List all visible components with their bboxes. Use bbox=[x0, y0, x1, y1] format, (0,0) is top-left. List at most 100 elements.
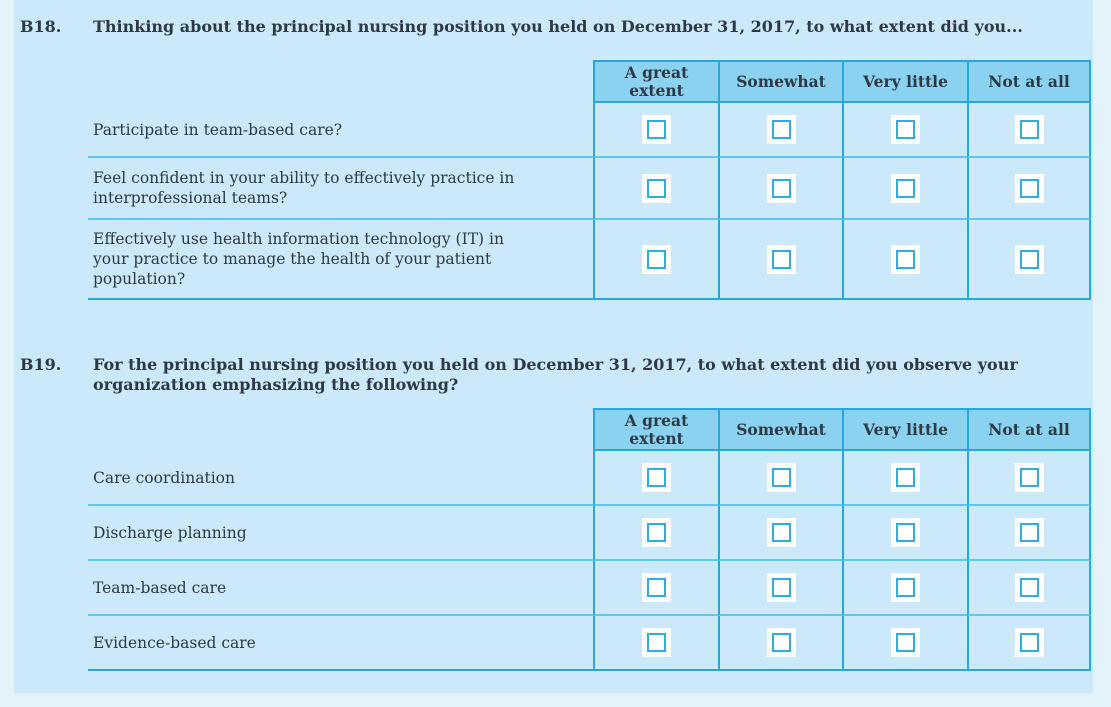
checkbox-square-icon bbox=[1019, 249, 1039, 269]
checkbox-b19-r4-c2[interactable] bbox=[766, 628, 796, 657]
b18-r3-c2-cell bbox=[718, 220, 842, 300]
checkbox-b18-r3-c4[interactable] bbox=[1014, 244, 1044, 274]
b19-r2-c4-cell bbox=[967, 506, 1091, 561]
b18-r3-c1-cell bbox=[593, 220, 718, 300]
checkbox-square-icon bbox=[647, 249, 666, 269]
b18-r1-c3-cell bbox=[842, 103, 967, 158]
checkbox-b18-r2-c2[interactable] bbox=[766, 173, 796, 203]
checkbox-square-icon bbox=[647, 178, 666, 198]
table-row: Effectively use health information techn… bbox=[88, 220, 1091, 300]
b19-r3-c1-cell bbox=[593, 561, 718, 616]
b19-r1-c2-cell bbox=[718, 451, 842, 506]
question-b19-number: B19. bbox=[20, 355, 62, 374]
checkbox-b19-r2-c2[interactable] bbox=[766, 518, 796, 547]
survey-page-panel: B18. Thinking about the principal nursin… bbox=[14, 0, 1093, 693]
b18-r3-c4-cell bbox=[967, 220, 1091, 300]
checkbox-square-icon bbox=[1019, 120, 1039, 139]
b19-r2-c3-cell bbox=[842, 506, 967, 561]
b18-r1-c1-cell bbox=[593, 103, 718, 158]
checkbox-b19-r3-c4[interactable] bbox=[1014, 573, 1044, 602]
b19-r4-c1-cell bbox=[593, 616, 718, 671]
checkbox-b18-r3-c1[interactable] bbox=[642, 244, 671, 274]
question-b18: B18. Thinking about the principal nursin… bbox=[14, 0, 1093, 300]
checkbox-b19-r2-c3[interactable] bbox=[891, 518, 920, 547]
checkbox-square-icon bbox=[896, 523, 915, 542]
checkbox-square-icon bbox=[771, 633, 791, 652]
checkbox-b19-r3-c2[interactable] bbox=[766, 573, 796, 602]
checkbox-b19-r1-c2[interactable] bbox=[766, 463, 796, 492]
checkbox-square-icon bbox=[647, 633, 666, 652]
b19-column-header-very-little: Very little bbox=[842, 408, 967, 451]
checkbox-b18-r1-c2[interactable] bbox=[766, 115, 796, 144]
b19-column-header-somewhat: Somewhat bbox=[718, 408, 842, 451]
checkbox-b18-r1-c1[interactable] bbox=[642, 115, 671, 144]
checkbox-b19-r3-c1[interactable] bbox=[642, 573, 671, 602]
checkbox-square-icon bbox=[647, 578, 666, 597]
checkbox-b19-r4-c1[interactable] bbox=[642, 628, 671, 657]
b18-column-header-a-great-extent: A great extent bbox=[593, 60, 718, 103]
b18-r1-c2-cell bbox=[718, 103, 842, 158]
table-row: Feel confident in your ability to effect… bbox=[88, 158, 1091, 220]
b19-row-label: Team-based care bbox=[88, 561, 593, 616]
checkbox-b18-r1-c3[interactable] bbox=[891, 115, 920, 144]
checkbox-square-icon bbox=[647, 120, 666, 139]
checkbox-square-icon bbox=[771, 578, 791, 597]
checkbox-b19-r1-c1[interactable] bbox=[642, 463, 671, 492]
b18-header-row: A great extent Somewhat Very little Not … bbox=[88, 60, 1091, 103]
column-header-label: Somewhat bbox=[736, 419, 826, 439]
checkbox-square-icon bbox=[771, 178, 791, 198]
checkbox-square-icon bbox=[896, 178, 915, 198]
b18-r2-c3-cell bbox=[842, 158, 967, 220]
checkbox-b18-r3-c3[interactable] bbox=[891, 244, 920, 274]
column-header-label: A great extent bbox=[624, 410, 689, 448]
checkbox-b18-r2-c3[interactable] bbox=[891, 173, 920, 203]
checkbox-b19-r1-c4[interactable] bbox=[1014, 463, 1044, 492]
checkbox-b18-r3-c2[interactable] bbox=[766, 244, 796, 274]
b18-r2-c1-cell bbox=[593, 158, 718, 220]
question-b19-heading: B19. For the principal nursing position … bbox=[14, 355, 1093, 395]
table-row: Participate in team-based care? bbox=[88, 103, 1091, 158]
checkbox-b19-r4-c3[interactable] bbox=[891, 628, 920, 657]
checkbox-b19-r2-c4[interactable] bbox=[1014, 518, 1044, 547]
b19-r1-c1-cell bbox=[593, 451, 718, 506]
b19-r1-c4-cell bbox=[967, 451, 1091, 506]
b19-r4-c3-cell bbox=[842, 616, 967, 671]
checkbox-square-icon bbox=[771, 468, 791, 487]
b19-r4-c4-cell bbox=[967, 616, 1091, 671]
b19-r3-c2-cell bbox=[718, 561, 842, 616]
checkbox-square-icon bbox=[771, 523, 791, 542]
checkbox-b19-r1-c3[interactable] bbox=[891, 463, 920, 492]
checkbox-square-icon bbox=[1019, 468, 1039, 487]
checkbox-square-icon bbox=[1019, 578, 1039, 597]
b19-r3-c3-cell bbox=[842, 561, 967, 616]
checkbox-b18-r2-c4[interactable] bbox=[1014, 173, 1044, 203]
checkbox-b18-r2-c1[interactable] bbox=[642, 173, 671, 203]
checkbox-square-icon bbox=[896, 468, 915, 487]
checkbox-b19-r4-c4[interactable] bbox=[1014, 628, 1044, 657]
b19-r2-c1-cell bbox=[593, 506, 718, 561]
question-b18-heading: B18. Thinking about the principal nursin… bbox=[14, 17, 1093, 37]
b19-row-label: Evidence-based care bbox=[88, 616, 593, 671]
b18-column-header-somewhat: Somewhat bbox=[718, 60, 842, 103]
b19-header-row: A great extent Somewhat Very little Not … bbox=[88, 408, 1091, 451]
checkbox-square-icon bbox=[1019, 633, 1039, 652]
b19-row-label: Discharge planning bbox=[88, 506, 593, 561]
column-header-label: Not at all bbox=[988, 419, 1070, 439]
table-row: Team-based care bbox=[88, 561, 1091, 616]
checkbox-b19-r3-c3[interactable] bbox=[891, 573, 920, 602]
b18-r2-c2-cell bbox=[718, 158, 842, 220]
b18-row-label: Effectively use health information techn… bbox=[88, 220, 593, 300]
checkbox-square-icon bbox=[1019, 178, 1039, 198]
checkbox-square-icon bbox=[771, 249, 791, 269]
checkbox-square-icon bbox=[647, 523, 666, 542]
column-header-label: A great extent bbox=[624, 62, 689, 100]
table-row: Evidence-based care bbox=[88, 616, 1091, 671]
b19-r2-c2-cell bbox=[718, 506, 842, 561]
question-b18-text: Thinking about the principal nursing pos… bbox=[93, 17, 1023, 36]
b19-column-header-a-great-extent: A great extent bbox=[593, 408, 718, 451]
checkbox-b18-r1-c4[interactable] bbox=[1014, 115, 1044, 144]
column-header-label: Very little bbox=[863, 419, 948, 439]
question-b19: B19. For the principal nursing position … bbox=[14, 300, 1093, 671]
checkbox-b19-r2-c1[interactable] bbox=[642, 518, 671, 547]
b18-r2-c4-cell bbox=[967, 158, 1091, 220]
